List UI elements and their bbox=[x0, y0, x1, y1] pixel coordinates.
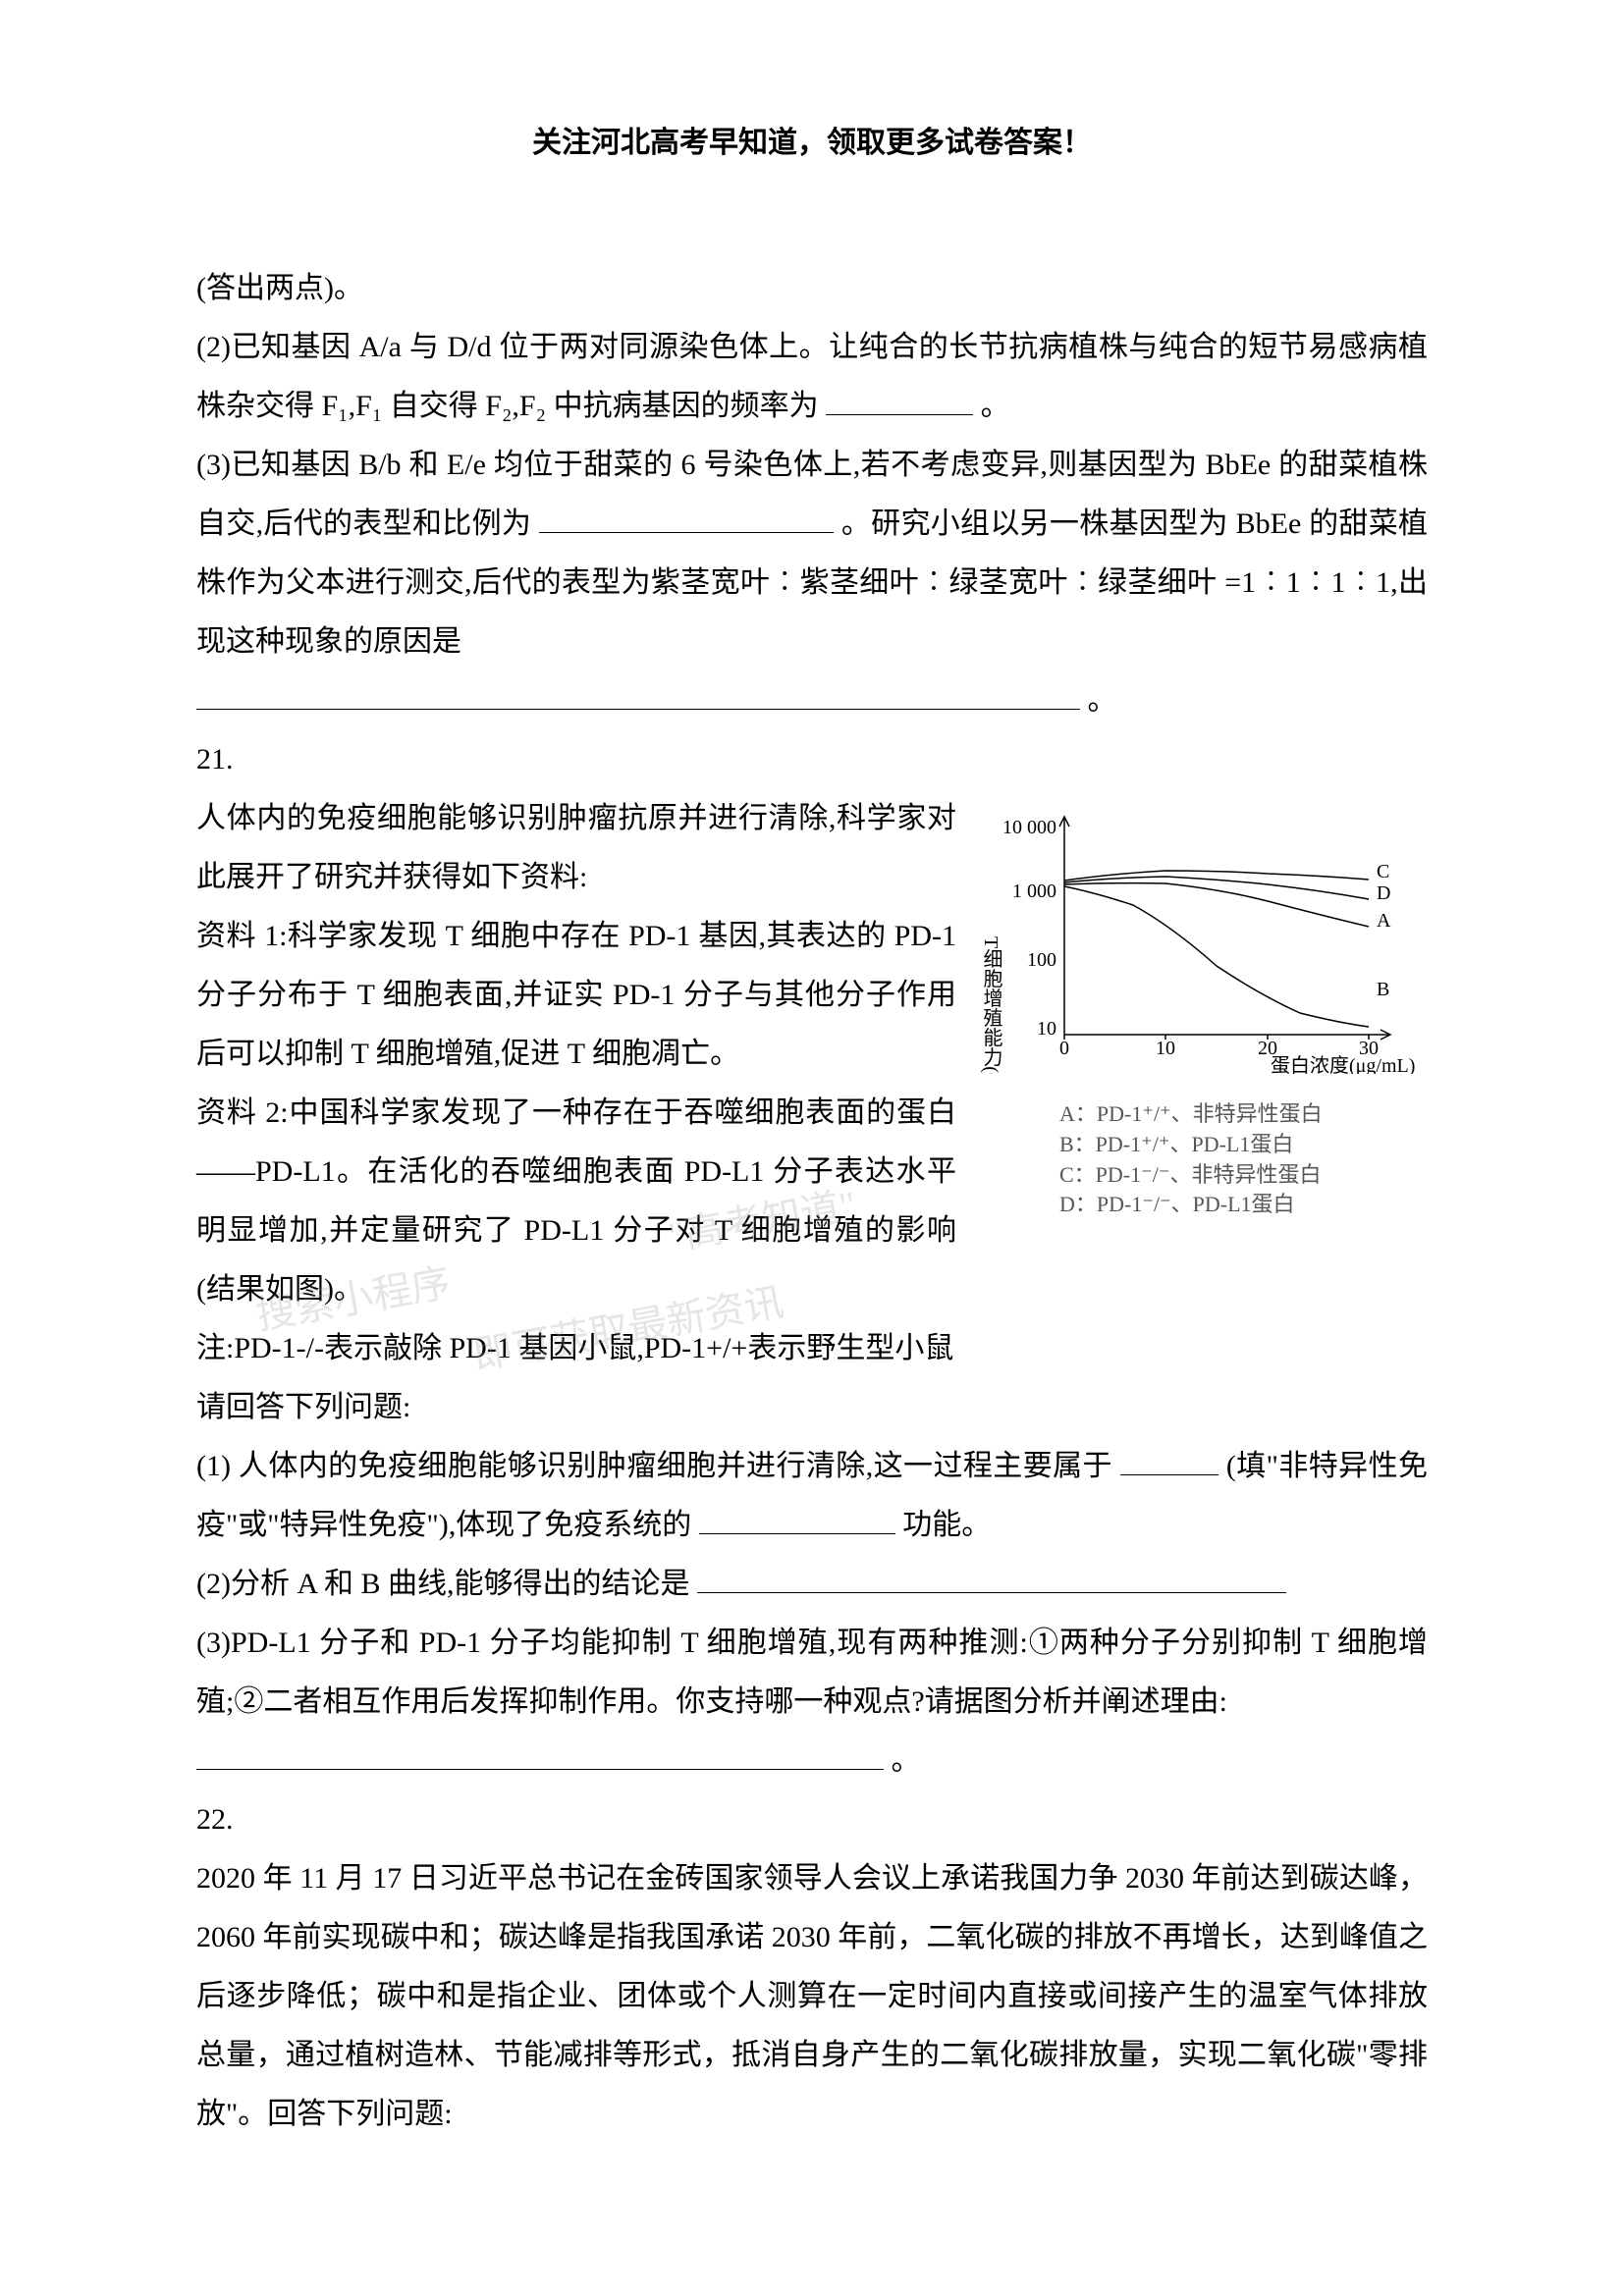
q2-end: 。 bbox=[981, 390, 1010, 422]
line-chart: 10 000 1 000 100 10 0 10 20 30 bbox=[976, 799, 1428, 1074]
q2-text: (2)已知基因 A/a 与 D/d 位于两对同源染色体上。让纯合的长节抗病植株与… bbox=[196, 331, 1428, 422]
series-label-b: B bbox=[1377, 979, 1389, 1000]
q21-number: 21. bbox=[196, 730, 1428, 789]
series-label-d: D bbox=[1377, 882, 1390, 904]
legend-c: C：PD-1⁻/⁻、非特异性蛋白 bbox=[1059, 1160, 1428, 1191]
legend-a: A：PD-1⁺/⁺、非特异性蛋白 bbox=[1059, 1099, 1428, 1130]
curve-b bbox=[1064, 886, 1369, 1027]
fragment-q3: (3)已知基因 B/b 和 E/e 均位于甜菜的 6 号染色体上,若不考虑变异,… bbox=[196, 436, 1428, 671]
ytick-10000: 10 000 bbox=[1002, 817, 1056, 838]
q21-sub3-end: 。 bbox=[892, 1744, 921, 1777]
page-header: 关注河北高考早知道，领取更多试卷答案！ bbox=[196, 118, 1428, 161]
ytick-1000: 1 000 bbox=[1012, 881, 1056, 902]
x-axis-label: 蛋白浓度(μg/mL) bbox=[1271, 1054, 1415, 1074]
q21-sub2: (2)分析 A 和 B 曲线,能够得出的结论是 bbox=[196, 1555, 1428, 1614]
q21-sub3-text: (3)PD-L1 分子和 PD-1 分子均能抑制 T 细胞增殖,现有两种推测:①… bbox=[196, 1614, 1428, 1732]
fragment-q2: (2)已知基因 A/a 与 D/d 位于两对同源染色体上。让纯合的长节抗病植株与… bbox=[196, 318, 1428, 436]
series-label-c: C bbox=[1377, 861, 1389, 882]
q21-answer-prompt: 请回答下列问题: bbox=[196, 1378, 1428, 1437]
q21-sub1-blank2 bbox=[699, 1505, 895, 1534]
q21-sub3-blank-line: 。 bbox=[196, 1732, 1428, 1790]
q2-blank bbox=[826, 386, 973, 415]
q3-blank2 bbox=[196, 680, 1080, 710]
chart-legend: A：PD-1⁺/⁺、非特异性蛋白 B：PD-1⁺/⁺、PD-L1蛋白 C：PD-… bbox=[976, 1099, 1428, 1220]
xtick-10: 10 bbox=[1156, 1038, 1175, 1059]
q22-text: 2020 年 11 月 17 日习近平总书记在金砖国家领导人会议上承诺我国力争 … bbox=[196, 1849, 1428, 2144]
y-axis-label: T细胞增殖能力(CPM) bbox=[980, 936, 1002, 1074]
q21-note: 注:PD-1-/-表示敲除 PD-1 基因小鼠,PD-1+/+表示野生型小鼠 bbox=[196, 1319, 1428, 1378]
curve-a bbox=[1064, 883, 1369, 927]
curve-d bbox=[1064, 877, 1369, 899]
xtick-0: 0 bbox=[1059, 1038, 1069, 1059]
ytick-10: 10 bbox=[1037, 1018, 1056, 1040]
legend-b: B：PD-1⁺/⁺、PD-L1蛋白 bbox=[1059, 1130, 1428, 1160]
q3-blank1 bbox=[539, 504, 834, 533]
document-body: (答出两点)。 (2)已知基因 A/a 与 D/d 位于两对同源染色体上。让纯合… bbox=[196, 259, 1428, 2144]
q21-sub1-blank1 bbox=[1120, 1446, 1218, 1475]
q21-sub1: (1) 人体内的免疫细胞能够识别肿瘤细胞并进行清除,这一过程主要属于 (填"非特… bbox=[196, 1437, 1428, 1555]
chart-container: 10 000 1 000 100 10 0 10 20 30 bbox=[976, 799, 1428, 1220]
fragment-q3-blank-line: 。 bbox=[196, 671, 1428, 730]
series-label-a: A bbox=[1377, 910, 1391, 932]
q21-content-area: 10 000 1 000 100 10 0 10 20 30 bbox=[196, 789, 1428, 1378]
q3-end: 。 bbox=[1088, 684, 1117, 717]
ytick-100: 100 bbox=[1027, 949, 1056, 971]
fragment-line1: (答出两点)。 bbox=[196, 259, 1428, 318]
q21-sub2-blank bbox=[697, 1564, 1286, 1593]
q21-sub3-blank bbox=[196, 1740, 884, 1770]
q21-sub2-text: (2)分析 A 和 B 曲线,能够得出的结论是 bbox=[196, 1568, 690, 1600]
q21-sub1-c: 功能。 bbox=[902, 1509, 991, 1541]
q21-sub1-a: (1) 人体内的免疫细胞能够识别肿瘤细胞并进行清除,这一过程主要属于 bbox=[196, 1450, 1112, 1482]
legend-d: D：PD-1⁻/⁻、PD-L1蛋白 bbox=[1059, 1190, 1428, 1220]
q22-number: 22. bbox=[196, 1790, 1428, 1849]
header-tagline: 关注河北高考早知道，领取更多试卷答案！ bbox=[532, 127, 1092, 159]
